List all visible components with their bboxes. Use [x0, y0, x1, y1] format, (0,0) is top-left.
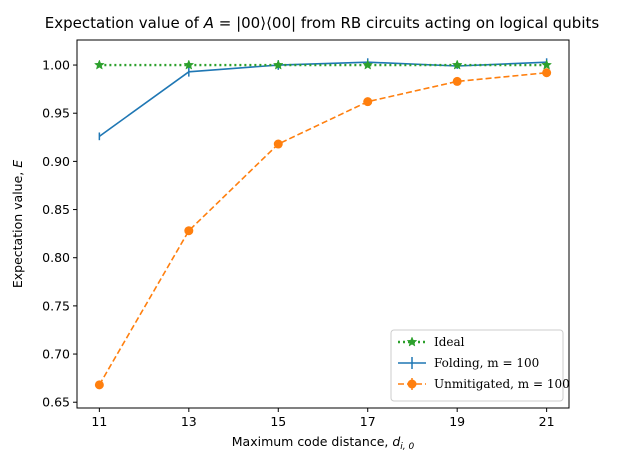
data-point — [362, 59, 374, 70]
y-tick-label: 0.65 — [42, 395, 70, 410]
legend-label: Unmitigated, m = 100 — [434, 377, 570, 391]
legend-marker — [407, 379, 417, 389]
data-point — [363, 97, 373, 107]
series-folding — [98, 58, 548, 141]
legend-label: Ideal — [434, 335, 465, 349]
x-tick-label: 13 — [181, 414, 197, 429]
y-axis-label-symbol: E — [10, 160, 25, 168]
data-point — [184, 226, 194, 236]
y-tick-label: 0.95 — [42, 106, 70, 121]
chart-title-suffix: from RB circuits acting on logical qubit… — [296, 14, 599, 32]
chart-title-equation: = |00⟩⟨00| — [214, 14, 296, 32]
data-point — [183, 59, 195, 70]
data-point — [451, 59, 463, 70]
x-tick-label: 11 — [91, 414, 107, 429]
x-axis-label-symbol: d — [392, 434, 400, 449]
data-point — [452, 76, 462, 86]
x-tick-label: 15 — [270, 414, 286, 429]
plot-area — [76, 39, 570, 409]
data-point — [542, 68, 552, 78]
x-tick-label: 17 — [360, 414, 376, 429]
legend-entry: Folding, m = 100 — [398, 356, 539, 370]
y-tick-label: 0.75 — [42, 298, 70, 313]
chart-title: Expectation value of A = |00⟩⟨00| from R… — [45, 14, 600, 32]
chart-title-prefix: Expectation value of — [45, 14, 204, 32]
x-axis: 11 13 15 17 19 21 — [91, 408, 555, 429]
y-axis: 0.65 0.70 0.75 0.80 0.85 0.90 0.95 1.00 — [42, 58, 77, 410]
y-tick-label: 0.85 — [42, 202, 70, 217]
y-tick-label: 0.70 — [42, 347, 70, 362]
series-line — [98, 71, 547, 386]
data-point — [273, 139, 283, 149]
series-line — [98, 61, 547, 137]
x-axis-label-text: Maximum code distance, — [232, 434, 393, 449]
x-axis-label-subscript: i, 0 — [400, 442, 414, 452]
legend-label: Folding, m = 100 — [434, 356, 539, 370]
data-point — [94, 380, 104, 390]
legend-entry: Unmitigated, m = 100 — [398, 377, 570, 391]
data-point — [272, 59, 284, 70]
y-axis-label-text: Expectation value, — [10, 168, 25, 288]
data-point — [93, 59, 105, 70]
chart-title-math: A — [203, 14, 214, 32]
y-axis-label: Expectation value, E — [10, 160, 25, 288]
legend-marker — [406, 336, 418, 347]
x-axis-label: Maximum code distance, di, 0 — [232, 434, 415, 452]
x-tick-label: 19 — [449, 414, 465, 429]
series-ideal — [93, 59, 553, 70]
y-tick-label: 0.80 — [42, 250, 70, 265]
legend-frame — [390, 329, 564, 402]
legend: Ideal Folding, m = 100 Unmitigated, m = 10… — [390, 329, 570, 402]
x-tick-label: 21 — [539, 414, 555, 429]
data-point — [541, 59, 553, 70]
y-tick-label: 1.00 — [42, 58, 70, 73]
legend-entry: Ideal — [398, 335, 465, 349]
series-unmitigated — [94, 68, 552, 390]
y-tick-label: 0.90 — [42, 154, 70, 169]
series-layer — [93, 58, 553, 390]
